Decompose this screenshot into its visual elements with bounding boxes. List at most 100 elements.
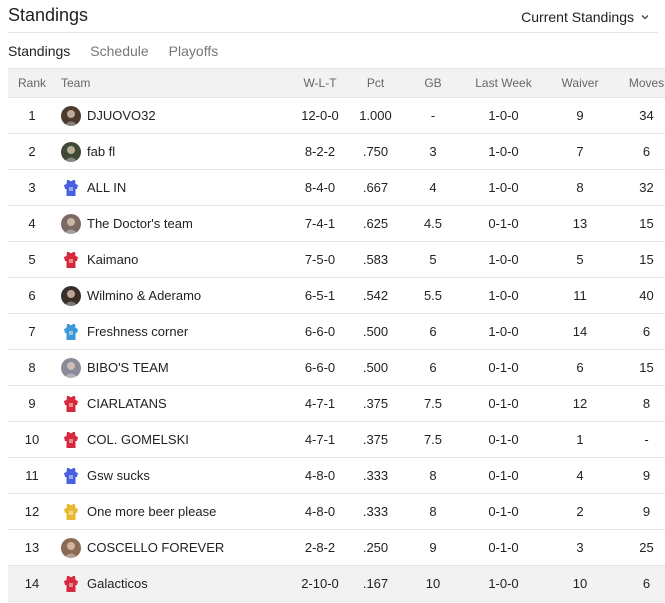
team-cell: BIBO'S TEAM [56, 349, 293, 386]
chevron-down-icon [641, 15, 649, 20]
table-row[interactable]: 6 Wilmino & Aderamo 6-5-1.542 5.5 1-0-0 11 40 [8, 277, 665, 314]
table-row[interactable]: 12 One more beer please 4-8-0.333 8 0-1-0 2 9 [8, 493, 665, 530]
last-week-cell: 0-1-0 [462, 457, 545, 494]
pct-cell: .750 [347, 133, 404, 170]
column-header-team[interactable]: Team [56, 68, 293, 98]
tab-standings[interactable]: Standings [8, 43, 71, 59]
table-row[interactable]: 11 Gsw sucks 4-8-0.333 8 0-1-0 4 9 [8, 457, 665, 494]
table-row[interactable]: 1 DJUOVO32 12-0-0 1.000-1-0-0 9 34 [8, 97, 665, 134]
team-name-link[interactable]: DJUOVO32 [87, 108, 156, 123]
gb-cell: 4.5 [404, 205, 462, 242]
gb-cell: 7.5 [404, 421, 462, 458]
last-week-cell: 1-0-0 [462, 565, 545, 602]
gb-cell: 5.5 [404, 277, 462, 314]
team-name-link[interactable]: BIBO'S TEAM [87, 360, 169, 375]
rank-cell: 9 [8, 385, 56, 422]
team-cell: One more beer please [56, 493, 293, 530]
rank-cell: 4 [8, 205, 56, 242]
standings-table: Rank Team W-L-T Pct GB Last Week Waiver … [8, 68, 665, 602]
wlt-cell: 4-7-1 [293, 385, 347, 422]
team-name-link[interactable]: ALL IN [87, 180, 127, 195]
table-row[interactable]: 4 The Doctor's team 7-4-1.625 4.5 0-1-0 13 15 [8, 205, 665, 242]
gb-cell: 7.5 [404, 385, 462, 422]
waiver-cell: 1 [545, 421, 615, 458]
team-name-link[interactable]: COL. GOMELSKI [87, 432, 189, 447]
team-jersey-icon [64, 251, 78, 268]
tab-schedule[interactable]: Schedule [90, 43, 149, 59]
rank-cell: 14 [8, 565, 56, 602]
wlt-cell: 6-5-1 [293, 277, 347, 314]
table-row[interactable]: 9 CIARLATANS 4-7-1.375 7.5 0-1-0 12 8 [8, 385, 665, 422]
rank-cell: 11 [8, 457, 56, 494]
pct-cell: .542 [347, 277, 404, 314]
team-cell: Gsw sucks [56, 457, 293, 494]
table-row[interactable]: 2 fab fl 8-2-2.750 3 1-0-0 7 6 [8, 133, 665, 170]
table-row[interactable]: 14 Galacticos 2-10-0.167 10 1-0-0 10 6 [8, 565, 665, 602]
column-header-gb[interactable]: GB [404, 68, 462, 98]
column-header-last-week[interactable]: Last Week [462, 68, 545, 98]
table-row[interactable]: 5 Kaimano 7-5-0.583 5 1-0-0 5 15 [8, 241, 665, 278]
column-header-waiver[interactable]: Waiver [545, 68, 615, 98]
gb-cell: 10 [404, 565, 462, 602]
pct-cell: .250 [347, 529, 404, 566]
last-week-cell: 0-1-0 [462, 421, 545, 458]
rank-cell: 7 [8, 313, 56, 350]
wlt-cell: 4-8-0 [293, 493, 347, 530]
table-row[interactable]: 7 Freshness corner 6-6-0.500 6 1-0-0 14 6 [8, 313, 665, 350]
last-week-cell: 0-1-0 [462, 349, 545, 386]
moves-cell: 6 [615, 313, 665, 350]
gb-cell: 5 [404, 241, 462, 278]
table-row[interactable]: 10 COL. GOMELSKI 4-7-1.375 7.5 0-1-0 1- [8, 421, 665, 458]
gb-cell: 8 [404, 457, 462, 494]
current-standings-dropdown[interactable]: Current Standings [521, 9, 650, 25]
waiver-cell: 13 [545, 205, 615, 242]
team-name-link[interactable]: Gsw sucks [87, 468, 150, 483]
team-jersey-icon [64, 575, 78, 592]
team-name-link[interactable]: CIARLATANS [87, 396, 167, 411]
table-row[interactable]: 3 ALL IN 8-4-0.667 4 1-0-0 8 32 [8, 169, 665, 206]
gb-cell: 6 [404, 349, 462, 386]
pct-cell: .375 [347, 421, 404, 458]
team-cell: COSCELLO FOREVER [56, 529, 293, 566]
team-cell: Kaimano [56, 241, 293, 278]
tab-bar: Standings Schedule Playoffs [8, 43, 238, 63]
wlt-cell: 6-6-0 [293, 313, 347, 350]
waiver-cell: 6 [545, 349, 615, 386]
team-name-link[interactable]: COSCELLO FOREVER [87, 540, 225, 555]
gb-cell: - [404, 97, 462, 134]
table-row[interactable]: 8 BIBO'S TEAM 6-6-0.500 6 0-1-0 6 15 [8, 349, 665, 386]
team-jersey-icon [64, 179, 78, 196]
team-name-link[interactable]: One more beer please [87, 504, 217, 519]
column-header-rank[interactable]: Rank [8, 68, 56, 98]
last-week-cell: 1-0-0 [462, 277, 545, 314]
team-name-link[interactable]: Freshness corner [87, 324, 189, 339]
team-name-link[interactable]: Wilmino & Aderamo [87, 288, 202, 303]
team-name-link[interactable]: fab fl [87, 144, 116, 159]
column-header-moves[interactable]: Moves [615, 68, 665, 98]
team-cell: Wilmino & Aderamo [56, 277, 293, 314]
last-week-cell: 0-1-0 [462, 493, 545, 530]
moves-cell: 25 [615, 529, 665, 566]
tab-playoffs[interactable]: Playoffs [168, 43, 219, 59]
column-header-wlt[interactable]: W-L-T [293, 68, 347, 98]
gb-cell: 9 [404, 529, 462, 566]
waiver-cell: 8 [545, 169, 615, 206]
wlt-cell: 7-4-1 [293, 205, 347, 242]
waiver-cell: 7 [545, 133, 615, 170]
team-cell: CIARLATANS [56, 385, 293, 422]
pct-cell: .333 [347, 493, 404, 530]
team-name-link[interactable]: Kaimano [87, 252, 139, 267]
rank-cell: 12 [8, 493, 56, 530]
moves-cell: 32 [615, 169, 665, 206]
rank-cell: 8 [8, 349, 56, 386]
team-avatar [61, 537, 81, 558]
team-name-link[interactable]: Galacticos [87, 576, 148, 591]
team-avatar [61, 141, 81, 162]
team-name-link[interactable]: The Doctor's team [87, 216, 193, 231]
wlt-cell: 7-5-0 [293, 241, 347, 278]
column-header-pct[interactable]: Pct [347, 68, 404, 98]
last-week-cell: 1-0-0 [462, 133, 545, 170]
table-row[interactable]: 13 COSCELLO FOREVER 2-8-2.250 9 0-1-0 3 25 [8, 529, 665, 566]
last-week-cell: 1-0-0 [462, 97, 545, 134]
wlt-cell: 6-6-0 [293, 349, 347, 386]
